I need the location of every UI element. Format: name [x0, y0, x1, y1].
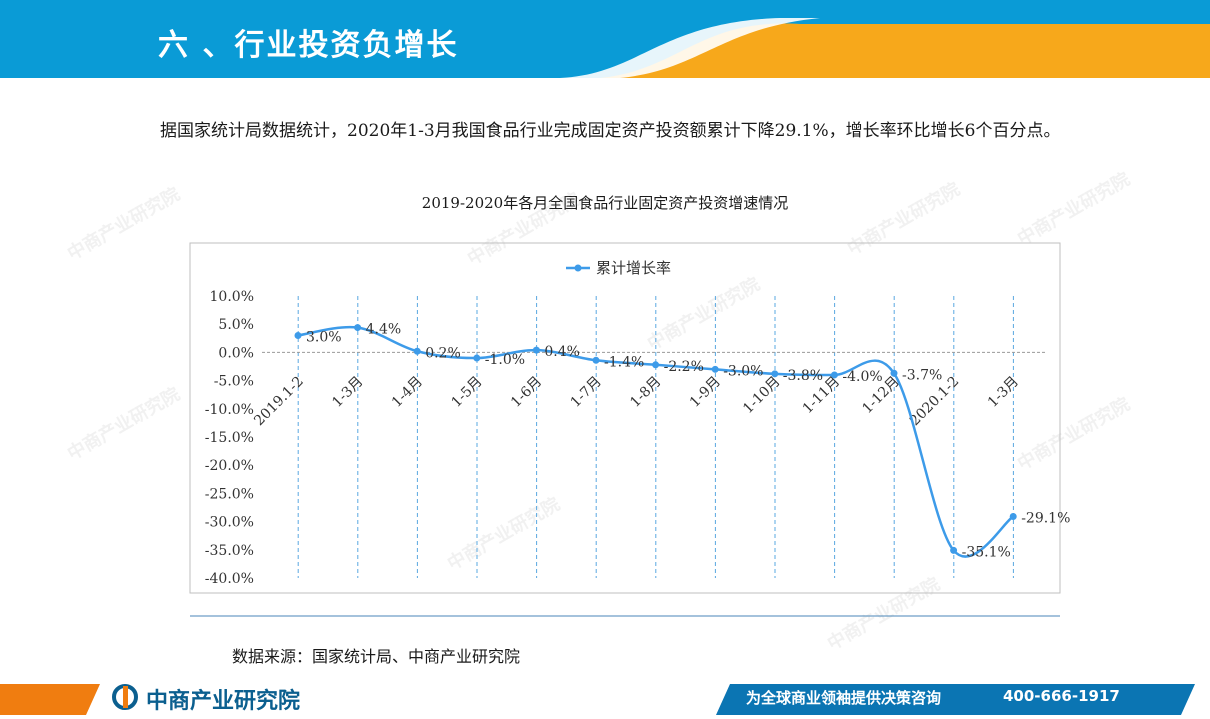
y-tick-label: 10.0%: [210, 289, 254, 305]
chart-frame: [189, 242, 1061, 594]
data-label: -4.0%: [842, 369, 882, 385]
data-point: [294, 331, 302, 339]
series-line-累计增长率: [297, 325, 1014, 558]
logo-icon: [112, 684, 138, 710]
footer-logo-text: 中商产业研究院: [146, 689, 301, 714]
data-label: -35.1%: [962, 544, 1011, 560]
x-tick-label: 2020.1-2: [907, 374, 963, 430]
x-tick-label: 1-4月: [389, 374, 426, 411]
y-tick-label: -30.0%: [205, 515, 254, 531]
data-label: 3.0%: [306, 329, 342, 345]
data-label: 0.2%: [425, 345, 461, 361]
y-tick-label: -40.0%: [205, 571, 254, 587]
data-label: 0.4%: [544, 344, 580, 360]
watermark: 中商产业研究院: [823, 573, 944, 655]
watermark: 中商产业研究院: [643, 273, 764, 355]
x-tick-label: 1-10月: [740, 374, 783, 417]
x-tick-label: 2019.1-2: [251, 374, 307, 430]
footer-slogan: 为全球商业领袖提供决策咨询: [746, 689, 942, 707]
legend-marker: [574, 264, 582, 272]
data-label: -3.7%: [902, 367, 942, 383]
x-tick-label: 1-12月: [859, 374, 902, 417]
x-tick-label: 1-8月: [627, 374, 664, 411]
legend-label: 累计增长率: [596, 259, 671, 277]
data-point: [354, 324, 362, 332]
data-point: [652, 361, 660, 369]
y-tick-label: 5.0%: [218, 317, 254, 333]
x-tick-label: 1-9月: [687, 374, 724, 411]
data-label: -1.4%: [604, 354, 644, 370]
header-banner: [0, 0, 1210, 78]
y-tick-label: -35.0%: [205, 543, 254, 559]
data-point: [830, 371, 838, 379]
intro-paragraph: 据国家统计局数据统计，2020年1-3月我国食品行业完成固定资产投资额累计下降2…: [160, 121, 1061, 141]
watermark: 中商产业研究院: [843, 178, 964, 260]
y-tick-label: -10.0%: [205, 402, 254, 418]
data-point: [413, 347, 421, 355]
data-label: -3.0%: [723, 363, 763, 379]
page-title: 六 、行业投资负增长: [158, 28, 459, 63]
y-tick-label: 0.0%: [218, 345, 254, 361]
watermark: 中商产业研究院: [443, 493, 564, 575]
data-point: [711, 365, 719, 373]
data-label: -1.0%: [485, 352, 525, 368]
x-tick-label: 1-7月: [568, 374, 605, 411]
footer-bar: [0, 680, 1210, 715]
data-label: -2.2%: [664, 359, 704, 375]
data-label: -3.8%: [783, 368, 823, 384]
chart-title: 2019-2020年各月全国食品行业固定资产投资增速情况: [421, 194, 789, 212]
watermark: 中商产业研究院: [63, 383, 184, 465]
data-label: -29.1%: [1021, 511, 1070, 527]
x-tick-label: 1-11月: [800, 374, 843, 417]
x-tick-label: 1-3月: [329, 374, 366, 411]
data-point: [950, 546, 958, 554]
data-point: [890, 369, 898, 377]
watermark: 中商产业研究院: [1013, 393, 1134, 475]
y-tick-label: -20.0%: [205, 458, 254, 474]
y-tick-label: -15.0%: [205, 430, 254, 446]
x-tick-label: 1-5月: [448, 374, 485, 411]
y-tick-label: -5.0%: [214, 374, 254, 390]
x-tick-label: 1-6月: [508, 374, 545, 411]
data-source: 数据来源：国家统计局、中商产业研究院: [232, 647, 521, 666]
footer-phone: 400-666-1917: [1003, 687, 1120, 705]
data-point: [473, 354, 481, 362]
y-tick-label: -25.0%: [205, 486, 254, 502]
x-tick-label: 1-3月: [985, 374, 1022, 411]
data-point: [532, 346, 540, 354]
data-point: [1009, 513, 1017, 521]
data-point: [771, 370, 779, 378]
data-label: 4.4%: [366, 322, 402, 338]
data-point: [592, 356, 600, 364]
